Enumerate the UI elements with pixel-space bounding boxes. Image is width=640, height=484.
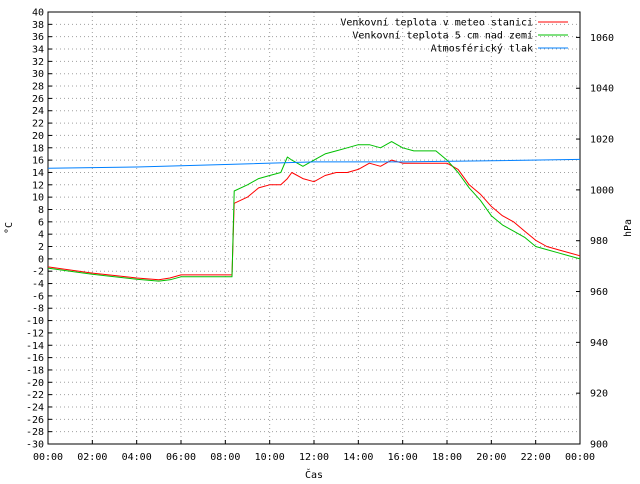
y-left-tick-label: 8 xyxy=(38,205,44,216)
x-tick-label: 14:00 xyxy=(343,452,373,463)
x-tick-label: 18:00 xyxy=(432,452,462,463)
y-left-tick-label: 6 xyxy=(38,217,44,228)
y-left-tick-label: -8 xyxy=(32,304,44,315)
x-tick-label: 10:00 xyxy=(255,452,285,463)
y-left-tick-label: -20 xyxy=(26,378,44,389)
y-left-tick-label: -22 xyxy=(26,390,44,401)
y-left-tick-label: -30 xyxy=(26,440,44,451)
y-axis-left-label: °C xyxy=(4,222,15,234)
y-left-tick-label: -6 xyxy=(32,291,44,302)
y-left-tick-label: 26 xyxy=(32,94,44,105)
y-right-tick-label: 920 xyxy=(590,389,608,400)
y-left-tick-label: 2 xyxy=(38,242,44,253)
y-left-tick-label: 14 xyxy=(32,168,44,179)
y-left-tick-label: 22 xyxy=(32,119,44,130)
x-tick-label: 16:00 xyxy=(388,452,418,463)
y-left-tick-label: 0 xyxy=(38,254,44,265)
y-right-tick-label: 960 xyxy=(590,287,608,298)
y-right-tick-label: 900 xyxy=(590,440,608,451)
y-left-tick-label: -14 xyxy=(26,341,44,352)
y-left-tick-label: 18 xyxy=(32,143,44,154)
legend-label-1: Venkovní teplota v meteo stanici xyxy=(340,17,533,29)
y-left-tick-label: -18 xyxy=(26,365,44,376)
y-left-tick-label: -2 xyxy=(32,267,44,278)
y-right-tick-label: 940 xyxy=(590,338,608,349)
y-left-tick-label: 40 xyxy=(32,8,44,19)
y-left-tick-label: -12 xyxy=(26,328,44,339)
y-right-tick-label: 1040 xyxy=(590,84,614,95)
y-left-tick-label: 16 xyxy=(32,156,44,167)
y-left-tick-label: 10 xyxy=(32,193,44,204)
x-tick-label: 20:00 xyxy=(476,452,506,463)
y-left-tick-label: 4 xyxy=(38,230,44,241)
legend-label-3: Atmosférický tlak xyxy=(431,43,533,55)
x-axis-label: Čas xyxy=(305,468,323,480)
grid-layer xyxy=(48,12,580,444)
y-right-tick-label: 980 xyxy=(590,236,608,247)
x-tick-label: 00:00 xyxy=(565,452,595,463)
series-line-3 xyxy=(47,158,581,169)
y-left-tick-label: -4 xyxy=(32,279,44,290)
y-left-tick-label: -10 xyxy=(26,316,44,327)
y-left-tick-label: -16 xyxy=(26,353,44,364)
series-line-1 xyxy=(47,159,581,281)
legend: Venkovní teplota v meteo staniciVenkovní… xyxy=(340,17,568,55)
y-left-tick-label: 32 xyxy=(32,57,44,68)
y-left-tick-label: -26 xyxy=(26,415,44,426)
y-left-tick-label: -28 xyxy=(26,427,44,438)
y-left-tick-label: 30 xyxy=(32,69,44,80)
y-left-tick-label: -24 xyxy=(26,402,44,413)
y-left-tick-label: 12 xyxy=(32,180,44,191)
legend-label-2: Venkovní teplota 5 cm nad zemí xyxy=(352,30,533,42)
y-left-tick-label: 20 xyxy=(32,131,44,142)
x-tick-label: 04:00 xyxy=(122,452,152,463)
y-right-tick-label: 1060 xyxy=(590,33,614,44)
x-tick-label: 12:00 xyxy=(299,452,329,463)
x-tick-label: 08:00 xyxy=(210,452,240,463)
x-tick-label: 02:00 xyxy=(77,452,107,463)
x-tick-label: 06:00 xyxy=(166,452,196,463)
x-tick-label: 00:00 xyxy=(33,452,63,463)
y-left-tick-label: 28 xyxy=(32,82,44,93)
y-left-tick-label: 24 xyxy=(32,106,44,117)
y-left-tick-label: 34 xyxy=(32,45,44,56)
tick-layer: -30-28-26-24-22-20-18-16-14-12-10-8-6-4-… xyxy=(26,8,614,464)
y-left-tick-label: 36 xyxy=(32,32,44,43)
x-tick-label: 22:00 xyxy=(521,452,551,463)
y-right-tick-label: 1000 xyxy=(590,185,614,196)
series-line-2 xyxy=(47,141,581,282)
y-left-tick-label: 38 xyxy=(32,20,44,31)
y-right-tick-label: 1020 xyxy=(590,135,614,146)
series-layer xyxy=(47,141,581,282)
y-axis-right-label: hPa xyxy=(623,219,634,237)
